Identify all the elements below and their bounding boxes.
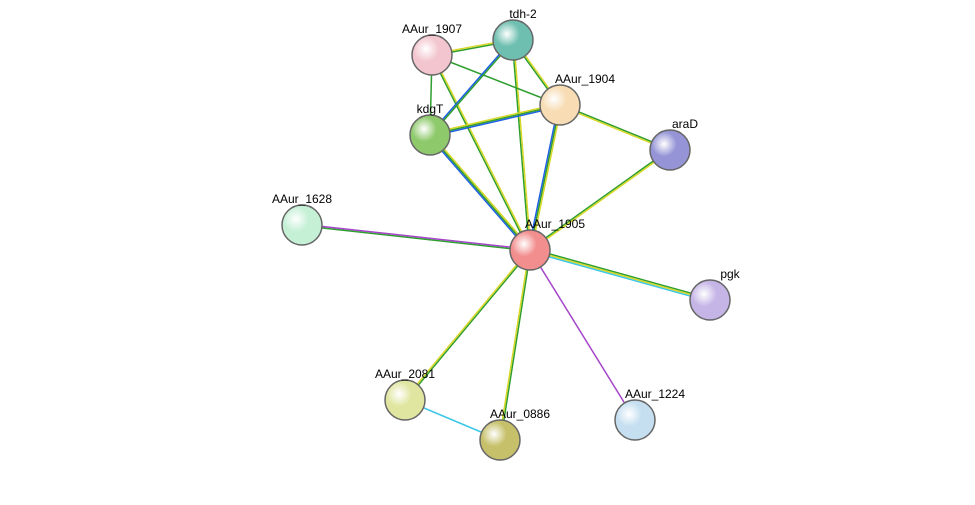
- node-AAur_2081[interactable]: AAur_2081: [375, 367, 435, 420]
- node-AAur_1904[interactable]: AAur_1904: [540, 72, 615, 125]
- node-circle[interactable]: [690, 280, 730, 320]
- node-AAur_1907[interactable]: AAur_1907: [402, 22, 462, 75]
- edge: [530, 149, 670, 249]
- node-circle[interactable]: [282, 205, 322, 245]
- edge: [530, 151, 670, 251]
- node-AAur_1224[interactable]: AAur_1224: [615, 387, 685, 440]
- node-label: AAur_1904: [555, 72, 615, 86]
- edge: [429, 136, 529, 251]
- node-label: tdh-2: [509, 7, 537, 21]
- node-label: araD: [672, 117, 698, 131]
- node-label: AAur_1628: [272, 192, 332, 206]
- node-araD[interactable]: araD: [650, 117, 698, 170]
- network-graph: AAur_1905 AAur_1904 tdh-2 AAur_1907 kdgT araD…: [0, 0, 975, 505]
- node-label: AAur_1907: [402, 22, 462, 36]
- node-label: AAur_0886: [490, 407, 550, 421]
- node-circle[interactable]: [615, 400, 655, 440]
- node-circle[interactable]: [493, 20, 533, 60]
- node-circle[interactable]: [480, 420, 520, 460]
- node-AAur_1628[interactable]: AAur_1628: [272, 192, 332, 245]
- node-label: AAur_1224: [625, 387, 685, 401]
- node-circle[interactable]: [412, 35, 452, 75]
- edge: [302, 224, 530, 249]
- node-label: AAur_1905: [525, 217, 585, 231]
- node-AAur_0886[interactable]: AAur_0886: [480, 407, 550, 460]
- node-tdh-2[interactable]: tdh-2: [493, 7, 537, 60]
- edge: [530, 249, 710, 299]
- node-label: pgk: [720, 267, 740, 281]
- edge: [302, 226, 530, 251]
- edges-layer: [302, 39, 710, 440]
- node-circle[interactable]: [510, 230, 550, 270]
- node-label: AAur_2081: [375, 367, 435, 381]
- node-circle[interactable]: [650, 130, 690, 170]
- node-pgk[interactable]: pgk: [690, 267, 741, 320]
- node-circle[interactable]: [410, 115, 450, 155]
- node-circle[interactable]: [385, 380, 425, 420]
- node-kdgT[interactable]: kdgT: [410, 102, 450, 155]
- node-label: kdgT: [417, 102, 444, 116]
- node-circle[interactable]: [540, 85, 580, 125]
